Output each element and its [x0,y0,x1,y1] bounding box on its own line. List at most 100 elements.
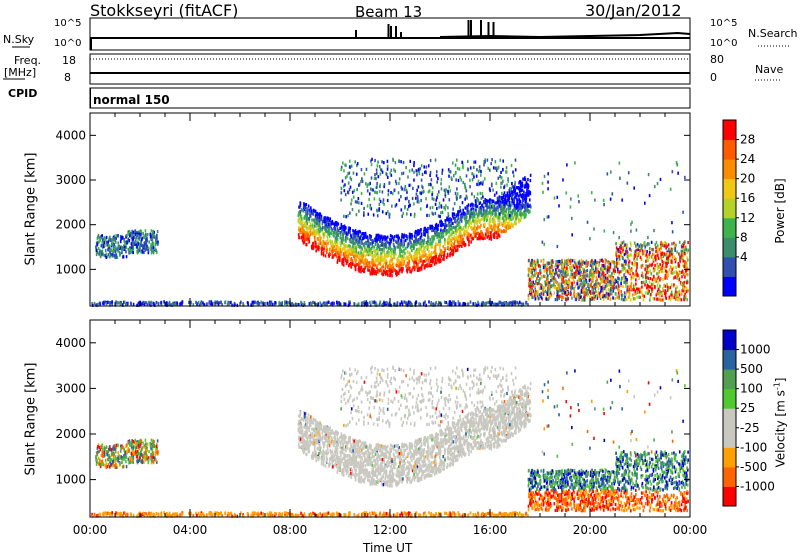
range-cell [399,177,401,180]
range-cell [448,185,450,188]
range-cell [308,238,310,241]
range-cell [371,158,373,161]
range-cell [361,242,363,245]
range-cell [430,183,432,186]
range-cell [634,289,636,292]
range-cell [509,204,511,207]
range-cell [409,169,411,172]
range-cell [417,264,419,267]
range-cell [496,236,498,239]
range-cell [483,208,485,211]
range-cell [311,209,313,212]
range-cell [341,187,343,190]
range-cell [360,259,362,262]
range-cell [457,210,459,213]
range-cell [377,214,379,217]
range-cell [156,301,158,304]
range-cell [358,197,360,200]
range-cell [524,209,526,212]
range-cell [310,222,312,225]
range-cell [338,248,340,251]
range-cell [538,264,540,267]
range-cell [326,250,328,253]
range-cell [306,218,308,221]
range-cell [455,245,457,248]
range-cell [528,259,530,262]
range-cell [456,159,458,162]
range-cell [482,233,484,236]
range-cell [348,181,350,184]
range-cell [502,168,504,171]
range-cell [445,222,447,225]
range-cell [344,245,346,248]
range-cell [450,233,452,236]
range-cell [380,256,382,259]
range-cell [315,245,317,248]
range-cell [348,248,350,251]
range-cell [437,193,439,196]
range-cell [382,265,384,268]
range-cell [445,188,447,191]
range-cell [337,227,339,230]
range-cell [399,269,401,272]
range-cell [441,224,443,227]
range-cell [600,277,602,280]
range-cell [515,217,517,220]
range-cell [113,243,115,246]
range-cell [432,226,434,229]
range-cell [316,216,318,219]
range-cell [369,269,371,272]
range-cell [518,195,520,198]
range-cell [524,185,526,188]
range-cell [467,160,469,163]
range-cell [369,249,371,252]
range-cell [435,203,437,206]
range-cell [394,250,396,253]
range-cell [443,254,445,257]
range-cell [337,261,339,264]
range-cell [160,301,162,304]
range-cell [444,301,446,304]
range-cell [435,248,437,251]
range-cell [385,255,387,258]
range-cell [374,300,376,303]
range-cell [494,194,496,197]
range-cell [379,183,381,186]
range-cell [319,237,321,240]
range-cell [426,264,428,267]
range-cell [498,223,500,226]
range-cell [458,300,460,303]
range-cell [420,258,422,261]
range-cell [493,235,495,238]
range-cell [463,227,465,230]
range-cell [114,238,116,241]
range-cell [398,182,400,185]
range-cell [457,236,459,239]
range-cell [330,247,332,250]
range-cell [101,244,103,247]
range-cell [367,213,369,216]
range-cell [414,231,416,234]
range-cell [480,174,482,177]
range-cell [495,212,497,215]
range-cell [365,236,367,239]
range-cell [415,237,417,240]
range-cell [448,175,450,178]
range-cell [350,240,352,243]
range-cell [380,252,382,255]
range-cell [673,271,675,274]
range-cell [394,235,396,238]
range-cell [547,274,549,277]
range-cell [349,231,351,234]
range-cell [401,215,403,218]
range-cell [314,221,316,224]
range-cell [335,231,337,234]
range-cell [440,243,442,246]
range-cell [130,251,132,254]
range-cell [147,233,149,236]
range-cell [585,265,587,268]
range-cell [371,251,373,254]
range-cell [471,192,473,195]
range-cell [445,301,447,304]
range-cell [684,287,686,290]
